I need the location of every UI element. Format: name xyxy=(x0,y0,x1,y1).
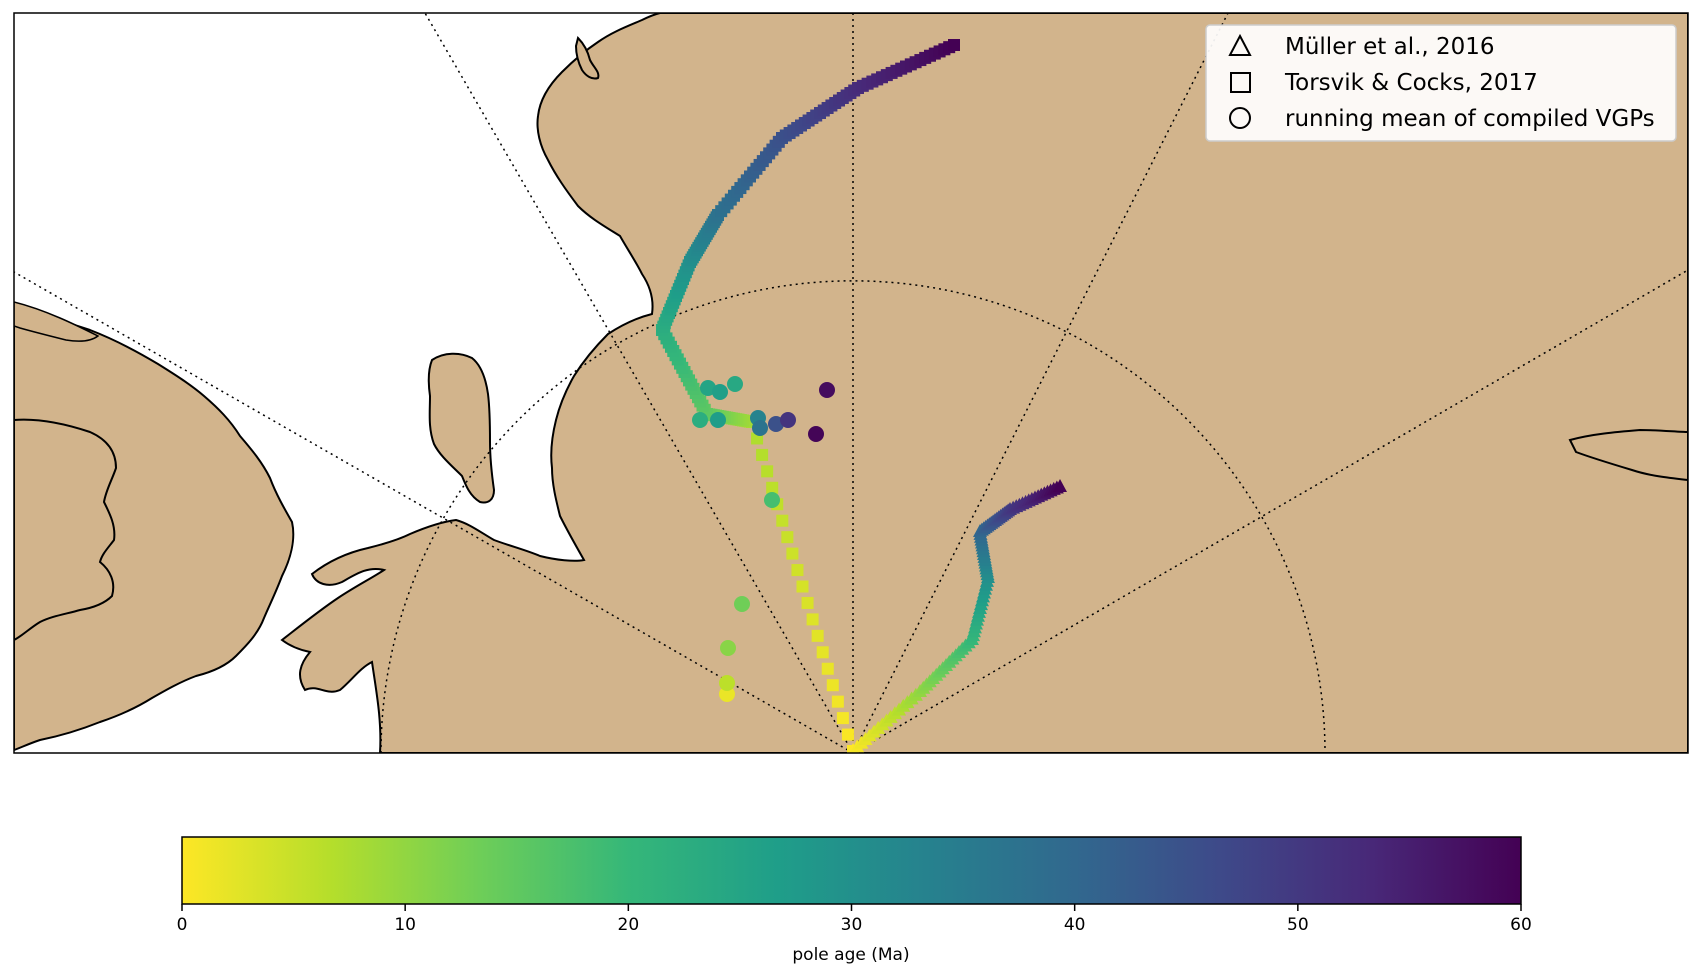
legend-label-muller: Müller et al., 2016 xyxy=(1285,34,1495,60)
meridian-3 xyxy=(14,271,854,753)
colorbar-tick-label: 10 xyxy=(394,915,416,935)
colorbar-tick-label: 40 xyxy=(1064,915,1086,935)
torsvik-square-marker xyxy=(831,695,844,708)
colorbar-tick-label: 0 xyxy=(177,915,188,935)
torsvik-square-marker xyxy=(781,531,794,544)
vgp-circle-marker xyxy=(710,412,726,428)
colorbar-tick-label: 30 xyxy=(841,915,863,935)
latitude-circle xyxy=(380,280,1326,753)
legend-label-vgp: running mean of compiled VGPs xyxy=(1285,106,1655,132)
land-ellesmere xyxy=(14,418,118,642)
meridian-2 xyxy=(424,13,854,753)
legend-circle-marker xyxy=(1229,107,1251,129)
graticule xyxy=(14,13,1688,753)
colorbar-tick-label: 60 xyxy=(1510,915,1532,935)
muller-triangle-marker xyxy=(1053,479,1067,492)
vgp-circle-marker xyxy=(719,686,735,702)
torsvik-square-marker xyxy=(766,481,779,494)
torsvik-square-marker xyxy=(836,712,849,725)
colorbar-label: pole age (Ma) xyxy=(792,945,909,965)
map-frame xyxy=(13,12,1689,754)
vgp-circle-marker xyxy=(734,596,750,612)
vgp-circle-marker xyxy=(692,412,708,428)
torsvik-square-marker xyxy=(761,465,774,478)
colorbar-tick-label: 50 xyxy=(1287,915,1309,935)
torsvik-square-marker xyxy=(796,580,809,593)
vgp-circle-marker xyxy=(719,675,735,691)
vgp-circle-marker xyxy=(780,412,796,428)
vgp-circle-marker xyxy=(712,384,728,400)
legend-square-marker xyxy=(1230,72,1251,93)
legend-box xyxy=(1205,24,1677,142)
torsvik-square-marker xyxy=(786,547,799,560)
legend-label-torsvik: Torsvik & Cocks, 2017 xyxy=(1284,70,1538,96)
torsvik-square-marker xyxy=(791,564,804,577)
colorbar-tick-label: 20 xyxy=(618,915,640,935)
torsvik-square-marker xyxy=(806,613,819,626)
torsvik-square-marker xyxy=(816,646,829,659)
torsvik-square-marker xyxy=(811,629,824,642)
land-main xyxy=(280,13,1688,753)
land-west xyxy=(14,308,295,752)
meridian-4 xyxy=(852,13,1229,753)
legend: Müller et al., 2016 Torsvik & Cocks, 201… xyxy=(1205,24,1677,142)
torsvik-square-marker xyxy=(801,596,814,609)
torsvik-square-marker xyxy=(826,679,839,692)
vgp-circle-marker xyxy=(819,382,835,398)
colorbar: 0 10 20 30 40 50 60 pole age (Ma) xyxy=(177,836,1532,965)
land-island-1 xyxy=(427,352,496,504)
colorbar-ticks: 0 10 20 30 40 50 60 xyxy=(177,904,1532,935)
torsvik-square-marker xyxy=(821,662,834,675)
land-island-4 xyxy=(14,301,100,342)
torsvik-square-marker xyxy=(841,728,854,741)
vgp-circle-marker xyxy=(720,640,736,656)
torsvik-square-marker xyxy=(776,514,789,527)
torsvik-square-marker xyxy=(756,448,769,461)
apwp-tracks xyxy=(656,39,1067,753)
vgp-circle-marker xyxy=(808,426,824,442)
vgp-circle-marker xyxy=(764,492,780,508)
torsvik-square-marker xyxy=(948,39,960,51)
colorbar-bar xyxy=(181,836,1522,905)
vgp-circle-marker xyxy=(727,376,743,392)
land-island-3 xyxy=(1568,428,1688,482)
legend-triangle-marker xyxy=(1228,33,1252,56)
land-island-2 xyxy=(574,36,600,80)
vgp-circle-marker xyxy=(752,420,768,436)
